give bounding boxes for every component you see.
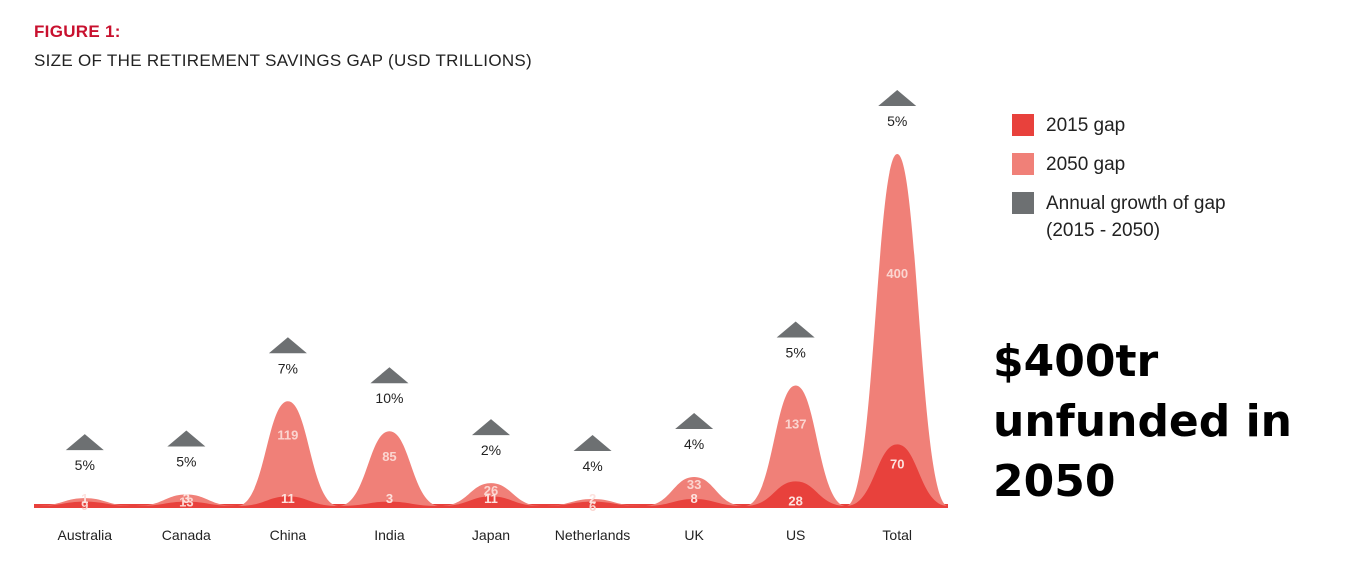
label-2015-canada: 3: [183, 491, 190, 506]
callout-line-3: 2050: [993, 456, 1116, 507]
area-2015-netherlands: [541, 501, 644, 506]
area-2015-china: [237, 496, 339, 506]
label-2050-china: 119: [277, 428, 298, 443]
growth-label-total: 5%: [887, 113, 907, 129]
label-2015-india: 3: [386, 491, 393, 506]
label-2050-netherlands: 6: [589, 499, 596, 514]
area-2015-total: [846, 444, 948, 506]
growth-triangle-netherlands: [573, 434, 612, 451]
area-2015-japan: [440, 496, 542, 506]
growth-label-australia: 5%: [75, 457, 95, 473]
area-2050-uk: [643, 476, 745, 506]
legend-swatch-2050: [1012, 153, 1034, 175]
area-2050-us: [744, 385, 847, 506]
category-label-canada: Canada: [162, 527, 211, 543]
category-label-india: India: [374, 527, 405, 543]
label-2050-canada: 13: [179, 495, 193, 510]
category-label-total: Total: [882, 527, 912, 543]
legend-item-growth: Annual growth of gap (2015 - 2050): [1012, 190, 1226, 244]
growth-label-netherlands: 4%: [582, 458, 602, 474]
callout-text: $400tr unfunded in 2050: [993, 332, 1292, 512]
legend: 2015 gap 2050 gap Annual growth of gap (…: [1012, 112, 1226, 256]
label-2015-japan: 11: [484, 491, 498, 506]
growth-label-uk: 4%: [684, 436, 704, 452]
area-2015-uk: [643, 498, 745, 506]
growth-triangle-canada: [167, 430, 206, 447]
legend-label-growth-block: Annual growth of gap (2015 - 2050): [1046, 190, 1226, 244]
legend-label-2050: 2050 gap: [1046, 154, 1126, 175]
growth-triangle-china: [268, 337, 307, 354]
area-2050-india: [338, 431, 441, 506]
label-2050-japan: 26: [484, 483, 498, 498]
label-2050-us: 137: [785, 416, 807, 431]
growth-label-china: 7%: [278, 360, 298, 376]
legend-label-growth: Annual growth of gap: [1046, 193, 1226, 214]
label-2050-uk: 33: [687, 477, 701, 492]
figure-label: FIGURE 1:: [34, 22, 121, 41]
category-label-uk: UK: [684, 527, 704, 543]
category-label-netherlands: Netherlands: [555, 527, 631, 543]
figure-title: SIZE OF THE RETIREMENT SAVINGS GAP (USD …: [34, 51, 533, 70]
growth-triangle-us: [776, 321, 815, 338]
area-2050-japan: [440, 483, 542, 506]
area-2015-canada: [135, 501, 238, 506]
callout-line-1: $400tr: [993, 336, 1159, 387]
label-2050-india: 85: [382, 449, 396, 464]
category-label-us: US: [786, 527, 805, 543]
growth-label-us: 5%: [786, 344, 806, 360]
callout-line-2: unfunded in: [993, 396, 1292, 447]
legend-swatch-2015: [1012, 114, 1034, 136]
retirement-gap-chart: 915%Australia1335%Canada119117%China8531…: [34, 90, 948, 543]
label-2015-australia: 1: [81, 491, 88, 506]
growth-label-canada: 5%: [176, 454, 196, 470]
growth-label-japan: 2%: [481, 442, 501, 458]
legend-swatch-growth: [1012, 192, 1034, 214]
legend-item-2050: 2050 gap: [1012, 151, 1226, 178]
label-2015-uk: 8: [690, 491, 697, 506]
area-2050-china: [237, 401, 339, 506]
growth-triangle-australia: [65, 434, 104, 451]
category-label-japan: Japan: [472, 527, 510, 543]
label-2015-total: 70: [890, 456, 904, 471]
label-2015-us: 28: [788, 493, 802, 508]
category-label-australia: Australia: [58, 527, 113, 543]
label-2050-total: 400: [886, 266, 908, 281]
area-2050-canada: [135, 494, 238, 506]
growth-triangle-total: [878, 90, 917, 106]
growth-triangle-uk: [675, 412, 714, 429]
growth-triangle-japan: [472, 419, 510, 436]
label-2015-netherlands: 2: [589, 491, 596, 506]
area-2015-india: [338, 501, 441, 506]
area-2015-australia: [34, 501, 136, 506]
legend-label-2015: 2015 gap: [1046, 115, 1126, 136]
legend-item-2015: 2015 gap: [1012, 112, 1226, 139]
growth-triangle-india: [370, 367, 409, 384]
area-2050-total: [846, 154, 948, 506]
area-2015-us: [744, 481, 847, 506]
label-2015-china: 11: [281, 491, 295, 506]
label-2050-australia: 9: [81, 498, 88, 513]
legend-label-growth-period: (2015 - 2050): [1046, 220, 1161, 241]
growth-label-india: 10%: [375, 390, 403, 406]
category-label-china: China: [270, 527, 307, 543]
